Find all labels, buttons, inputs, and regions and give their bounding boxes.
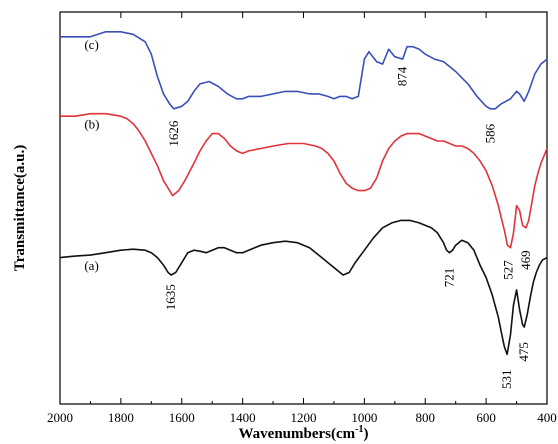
series-line-3 [59, 219, 548, 356]
x-tick-label: 2000 [47, 410, 73, 425]
x-tick-label: 1600 [169, 410, 195, 425]
series-tag: (c) [84, 37, 98, 52]
x-axis-title: Wavenumbers(cm-1) [239, 424, 369, 442]
peak-label: 469 [518, 250, 533, 270]
x-axis-ticks: 2000 1800 1600 1400 1200 1000 800 600 400 [47, 12, 557, 425]
x-tick-label: 1400 [230, 410, 256, 425]
x-tick-label: 1800 [108, 410, 134, 425]
x-tick-label: 400 [537, 410, 557, 425]
series-group [59, 31, 548, 356]
peak-label: 721 [441, 268, 456, 288]
x-tick-label: 1000 [351, 410, 377, 425]
series-tags: (c) (b) (a) [84, 37, 99, 273]
y-axis-title: Transmittance(a.u.) [12, 145, 28, 271]
peak-label: 586 [482, 123, 497, 143]
peak-label: 874 [395, 66, 410, 86]
x-tick-label: 600 [476, 410, 496, 425]
series-tag: (b) [84, 117, 99, 132]
x-tick-label: 1200 [291, 410, 317, 425]
series-line-2 [60, 112, 548, 249]
peak-label: 1626 [166, 120, 181, 147]
plot-area-border [59, 11, 548, 405]
peak-label: 475 [516, 342, 531, 362]
peak-label: 527 [500, 260, 515, 280]
plot-frame [59, 11, 548, 405]
peak-label: 531 [499, 369, 514, 389]
x-tick-label: 800 [416, 410, 436, 425]
series-line-1 [60, 31, 548, 110]
peak-label: 1635 [163, 284, 178, 310]
series-tag: (a) [84, 258, 98, 273]
